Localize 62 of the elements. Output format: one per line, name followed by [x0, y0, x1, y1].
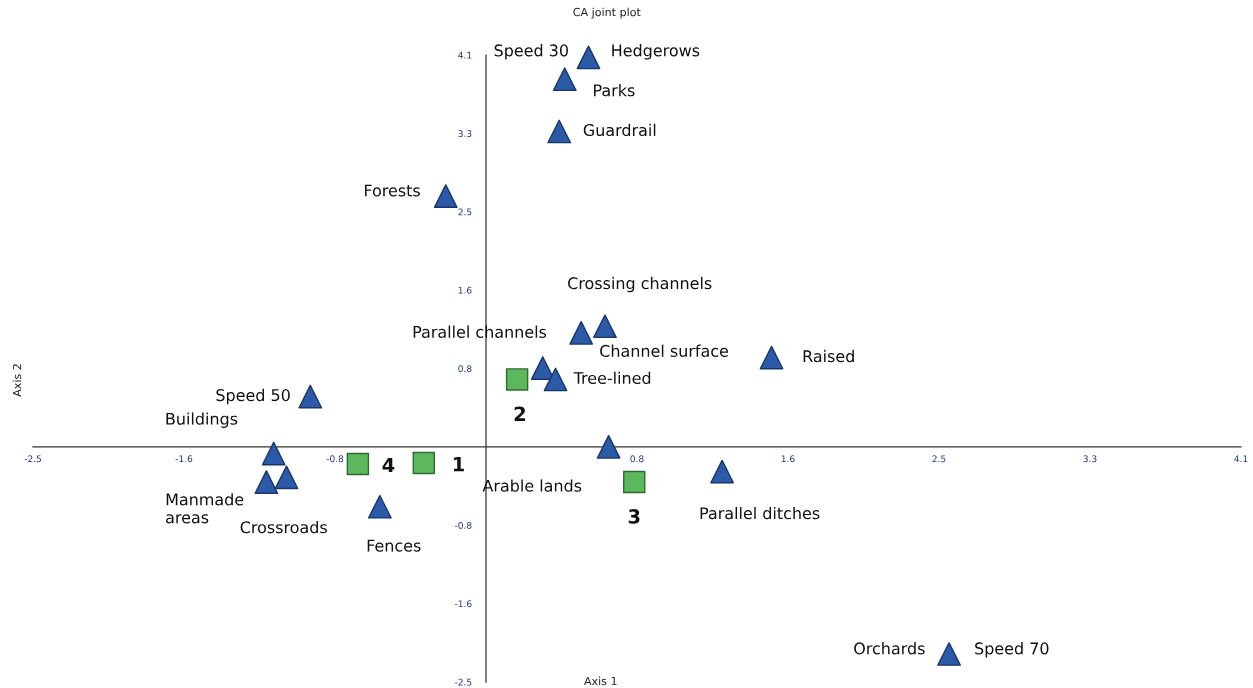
point [274, 465, 299, 490]
point [710, 459, 735, 484]
x-tick-label: -1.6 [175, 455, 193, 463]
annotation: Forests [364, 184, 420, 197]
x-tick-label: 4.1 [1234, 455, 1248, 463]
annotation: Channel surface [600, 344, 729, 357]
annotation: Crossroads [240, 520, 327, 534]
annotation: 4 [382, 457, 395, 473]
annotation: 3 [628, 509, 640, 524]
point [346, 452, 370, 476]
y-tick-label: -1.6 [454, 600, 472, 608]
annotation: Buildings [166, 412, 238, 428]
point [298, 384, 323, 409]
annotation: Arable lands [482, 479, 582, 492]
x-axis-title: Axis 1 [584, 676, 617, 686]
point [254, 470, 279, 494]
annotation: Hedgerows [612, 44, 700, 60]
x-tick-label: -2.5 [24, 455, 42, 463]
annotation: Fences [367, 539, 421, 552]
x-tick-label: -0.8 [326, 455, 344, 463]
annotation: Raised [803, 349, 854, 363]
x-tick-label: 0.8 [630, 455, 644, 463]
point [412, 451, 435, 475]
annotation: Orchards [854, 642, 925, 655]
y-tick-label: 2.5 [458, 208, 472, 216]
y-tick-label: -2.5 [454, 678, 472, 686]
annotation: Speed 50 [216, 388, 290, 405]
point [759, 345, 784, 370]
x-tick-label: 3.3 [1083, 455, 1097, 463]
y-tick-label: 1.6 [458, 286, 472, 294]
point [505, 368, 529, 391]
point [576, 45, 601, 70]
point [433, 184, 458, 208]
point [367, 494, 392, 519]
y-tick-label: 3.3 [458, 130, 472, 137]
y-tick-label: -0.8 [454, 521, 472, 529]
chart-title: CA joint plot [573, 7, 641, 19]
point [547, 119, 572, 144]
point [593, 314, 617, 339]
annotation: Parallel ditches [700, 506, 820, 520]
point [623, 470, 646, 494]
annotation: Speed 70 [975, 642, 1049, 658]
annotation: 1 [453, 456, 464, 472]
annotation: Speed 30 [494, 44, 568, 60]
annotation: Tree-lined [573, 371, 651, 385]
x-tick-label: 1.6 [781, 455, 795, 463]
point [569, 320, 594, 345]
y-axis-title: Axis 2 [12, 364, 22, 397]
point [261, 441, 286, 466]
point [543, 367, 568, 392]
annotation: Parallel channels [413, 325, 547, 338]
annotation: Parks [594, 84, 635, 97]
point [937, 642, 961, 666]
point [596, 434, 621, 459]
y-tick-label: 0.8 [458, 365, 472, 373]
x-tick-label: 2.5 [932, 455, 946, 463]
annotation: 2 [514, 406, 525, 421]
point [530, 356, 555, 380]
point [552, 67, 577, 92]
y-tick-label: 4.1 [458, 51, 472, 59]
annotation: Crossing channels [568, 276, 712, 293]
annotation: Guardrail [583, 123, 656, 137]
